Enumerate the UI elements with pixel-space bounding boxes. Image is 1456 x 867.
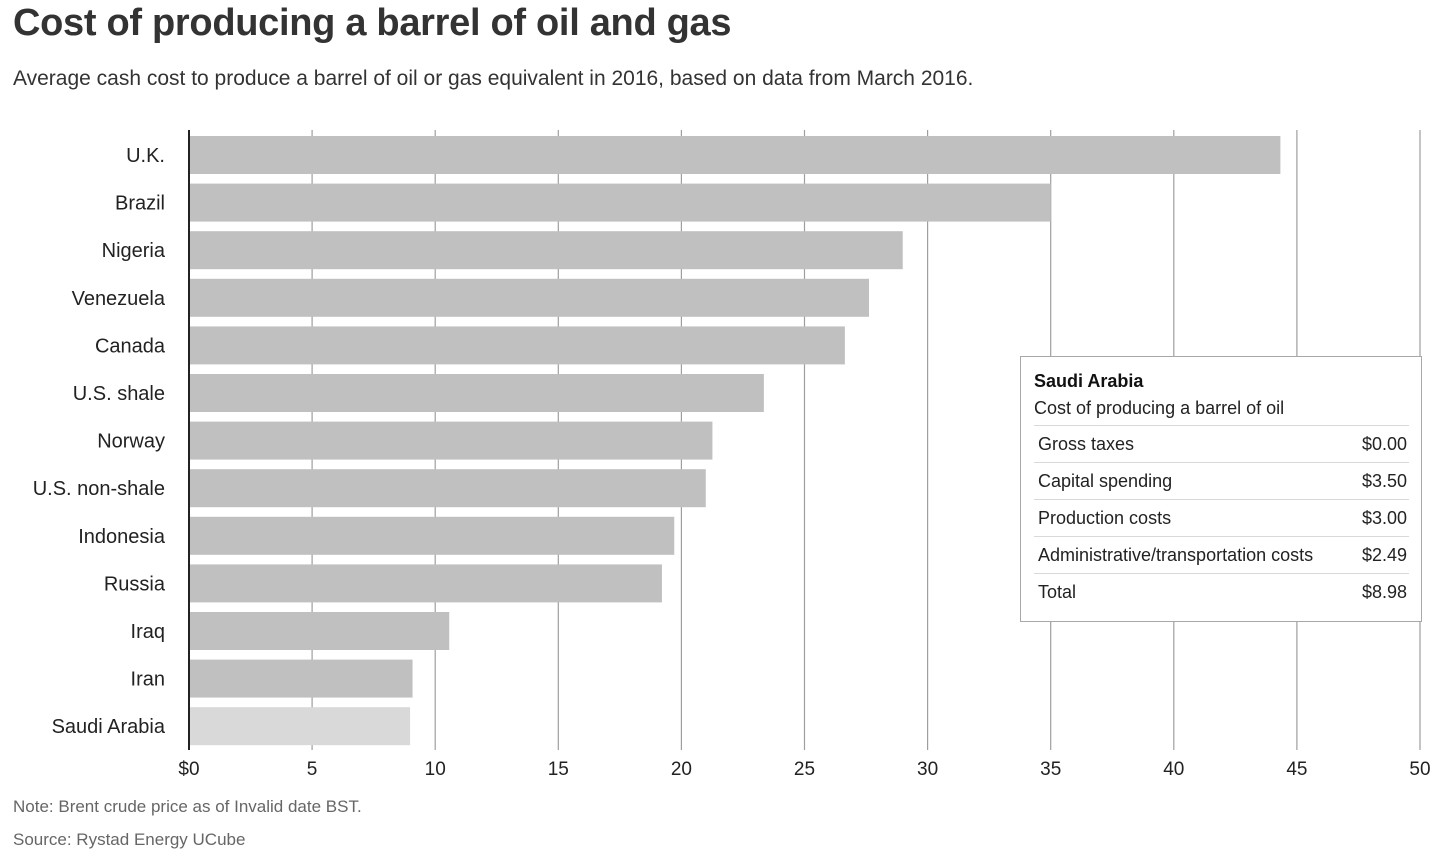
category-label: Nigeria	[102, 240, 166, 262]
x-tick-label: 15	[548, 759, 569, 780]
category-label: U.S. non-shale	[33, 478, 165, 500]
bar[interactable]	[189, 374, 764, 412]
category-label: Saudi Arabia	[52, 716, 166, 738]
tooltip-row: Total $8.98	[1034, 573, 1409, 610]
chart-title: Cost of producing a barrel of oil and ga…	[13, 2, 732, 44]
bar[interactable]	[189, 183, 1051, 222]
bar[interactable]	[189, 136, 1281, 174]
x-tick-label: 50	[1409, 759, 1430, 780]
tooltip-row-value: $3.00	[1351, 499, 1409, 537]
x-tick-label: 20	[671, 759, 692, 780]
category-label: Norway	[97, 431, 165, 453]
bar[interactable]	[189, 231, 903, 270]
bar[interactable]	[189, 469, 706, 508]
bar[interactable]	[189, 564, 662, 603]
x-tick-label: 45	[1286, 759, 1307, 780]
bar[interactable]	[189, 326, 845, 365]
x-tick-label: 5	[307, 759, 318, 780]
tooltip-row-label: Capital spending	[1034, 462, 1352, 500]
bars	[189, 136, 1281, 746]
bar[interactable]	[189, 707, 411, 746]
bar[interactable]	[189, 612, 450, 650]
category-label: U.K.	[126, 145, 165, 167]
tooltip-row-label: Production costs	[1034, 499, 1352, 537]
x-tick-label: $0	[178, 759, 199, 780]
tooltip-row-value: $2.49	[1351, 536, 1409, 574]
bar[interactable]	[189, 516, 675, 555]
category-labels: U.K. Brazil Nigeria Venezuela Canada U.S. sha…	[33, 145, 166, 738]
tooltip-row-label: Total	[1034, 573, 1352, 610]
tooltip-title: Saudi Arabia	[1034, 371, 1144, 391]
chart-note: Note: Brent crude price as of Invalid da…	[13, 797, 362, 816]
x-tick-label: 10	[425, 759, 446, 780]
tooltip-row: Capital spending $3.50	[1034, 462, 1409, 500]
tooltip-row-label: Gross taxes	[1034, 425, 1352, 463]
x-tick-label: 25	[794, 759, 815, 780]
category-label: Indonesia	[78, 526, 166, 548]
tooltip-box: Saudi Arabia Cost of producing a barrel …	[1020, 356, 1422, 622]
bar[interactable]	[189, 278, 870, 317]
x-tick-label: 30	[917, 759, 938, 780]
tooltip-row: Production costs $3.00	[1034, 499, 1409, 537]
x-tick-label: 35	[1040, 759, 1061, 780]
category-label: U.S. shale	[73, 383, 165, 405]
tooltip-row: Administrative/transportation costs $2.4…	[1034, 536, 1409, 574]
chart-source: Source: Rystad Energy UCube	[13, 830, 246, 849]
category-label: Iran	[131, 669, 165, 691]
chart-subtitle: Average cash cost to produce a barrel of…	[13, 67, 974, 90]
x-tick-labels: $0 5 10 15 20 25 30 35 40 45 50	[178, 759, 1430, 780]
bar[interactable]	[189, 421, 713, 460]
category-label: Venezuela	[72, 288, 166, 310]
tooltip-row-value: $3.50	[1351, 462, 1409, 500]
category-label: Iraq	[131, 621, 165, 643]
tooltip-subtitle: Cost of producing a barrel of oil	[1034, 398, 1285, 418]
category-label: Canada	[95, 335, 166, 357]
category-label: Brazil	[115, 193, 165, 215]
tooltip-row-value: $0.00	[1351, 425, 1409, 463]
tooltip-row-value: $8.98	[1351, 573, 1409, 610]
tooltip-row: Gross taxes $0.00	[1034, 425, 1409, 463]
category-label: Russia	[104, 573, 166, 595]
bar[interactable]	[189, 659, 413, 698]
tooltip-row-label: Administrative/transportation costs	[1034, 536, 1352, 574]
x-tick-label: 40	[1163, 759, 1184, 780]
tooltip-table: Gross taxes $0.00 Capital spending $3.50…	[1034, 425, 1409, 610]
